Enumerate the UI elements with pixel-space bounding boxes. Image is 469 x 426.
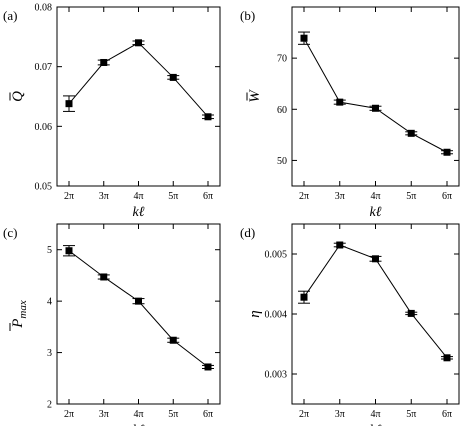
panel-b: (b) 50 60 70 2π 3π 4π 5π 6π kℓ W bbox=[240, 6, 460, 220]
data-point-6 bbox=[204, 113, 212, 121]
data-point-4 bbox=[135, 39, 142, 47]
y-tick-label: 4 bbox=[47, 297, 52, 308]
x-tick-label-3: 3π bbox=[335, 409, 345, 420]
data-point-2 bbox=[300, 34, 308, 42]
series-line bbox=[68, 250, 209, 368]
y-tick-label: 0.003 bbox=[265, 370, 288, 381]
plot-frame bbox=[56, 6, 221, 187]
data-point-4 bbox=[372, 255, 379, 263]
panel-label: (d) bbox=[240, 225, 255, 240]
data-point-4 bbox=[135, 297, 142, 305]
data-point-4 bbox=[372, 104, 379, 112]
y-tick-label: 0.08 bbox=[35, 3, 53, 14]
x-tick-label-5: 5π bbox=[168, 191, 178, 202]
y-tick-label: 50 bbox=[277, 156, 287, 167]
x-tick-label-3: 3π bbox=[99, 191, 109, 202]
x-axis-label: kℓ bbox=[132, 423, 144, 426]
x-tick-label-2: 2π bbox=[299, 191, 309, 202]
panel-c: (c) 2 3 4 5 2π 3π 4π 5π 6π kℓ Pmax bbox=[3, 223, 221, 426]
series-line bbox=[303, 37, 448, 153]
panel-d: (d) 0.003 0.004 0.005 2π 3π 4π 5π 6π kℓ η bbox=[240, 223, 460, 426]
data-point-3 bbox=[336, 241, 344, 249]
series-line bbox=[68, 42, 209, 118]
x-tick-label-4: 4π bbox=[370, 191, 380, 202]
x-tick-label-6: 6π bbox=[203, 409, 213, 420]
data-point-2 bbox=[300, 293, 308, 301]
x-tick-label-6: 6π bbox=[203, 191, 213, 202]
data-point-2 bbox=[65, 100, 73, 108]
y-tick-label: 60 bbox=[277, 105, 287, 116]
x-tick-label-2: 2π bbox=[299, 409, 309, 420]
x-tick-label-5: 5π bbox=[406, 191, 416, 202]
y-tick-label: 5 bbox=[47, 245, 52, 256]
y-tick-label: 0.06 bbox=[35, 122, 53, 133]
data-point-2 bbox=[65, 247, 73, 255]
y-axis-symbol: P bbox=[10, 319, 26, 329]
x-axis-label: kℓ bbox=[132, 205, 144, 220]
data-point-6 bbox=[204, 363, 212, 371]
data-point-5 bbox=[169, 336, 177, 344]
x-tick-label-6: 6π bbox=[442, 409, 452, 420]
plot-frame bbox=[56, 223, 221, 405]
data-point-6 bbox=[443, 148, 451, 156]
x-tick-label-4: 4π bbox=[133, 409, 143, 420]
y-axis-symbol: W bbox=[247, 89, 263, 103]
panel-label: (c) bbox=[3, 225, 17, 240]
y-tick-label: 0.07 bbox=[35, 62, 53, 73]
data-point-3 bbox=[336, 98, 344, 106]
panel-a: (a) 0.05 0.06 0.07 0.08 2π 3π 4π 5π 6π kℓ Q bbox=[3, 3, 221, 220]
x-tick-label-3: 3π bbox=[99, 409, 109, 420]
y-tick-label: 70 bbox=[277, 54, 287, 65]
plot-frame bbox=[291, 223, 460, 405]
y-axis-symbol: η bbox=[247, 310, 263, 317]
y-tick-label: 0.004 bbox=[265, 310, 288, 321]
x-tick-label-4: 4π bbox=[370, 409, 380, 420]
data-point-3 bbox=[100, 58, 108, 66]
y-tick-label: 0.005 bbox=[265, 250, 288, 261]
panel-label: (a) bbox=[3, 8, 17, 23]
data-point-5 bbox=[407, 309, 415, 317]
y-axis-symbol: Q bbox=[10, 91, 26, 102]
x-tick-label-2: 2π bbox=[64, 409, 74, 420]
data-point-5 bbox=[407, 129, 415, 137]
plot-frame bbox=[291, 6, 460, 187]
x-axis-label: kℓ bbox=[369, 423, 381, 426]
x-tick-label-5: 5π bbox=[168, 409, 178, 420]
data-point-3 bbox=[100, 273, 108, 281]
x-axis-label: kℓ bbox=[369, 205, 381, 220]
y-axis-label: η bbox=[247, 310, 263, 317]
y-axis-label: Q bbox=[10, 91, 26, 102]
x-tick-label-2: 2π bbox=[64, 191, 74, 202]
x-tick-label-5: 5π bbox=[406, 409, 416, 420]
data-point-5 bbox=[169, 73, 177, 81]
y-axis-label: Pmax bbox=[10, 300, 29, 329]
y-tick-label: 3 bbox=[47, 348, 52, 359]
panel-label: (b) bbox=[240, 8, 255, 23]
x-tick-label-3: 3π bbox=[335, 191, 345, 202]
y-tick-label: 0.05 bbox=[35, 182, 53, 193]
y-axis-label: W bbox=[247, 89, 263, 103]
x-tick-label-6: 6π bbox=[442, 191, 452, 202]
y-axis-subscript: max bbox=[17, 300, 29, 318]
y-tick-label: 2 bbox=[47, 400, 52, 411]
data-point-6 bbox=[443, 354, 451, 362]
x-tick-label-4: 4π bbox=[133, 191, 143, 202]
